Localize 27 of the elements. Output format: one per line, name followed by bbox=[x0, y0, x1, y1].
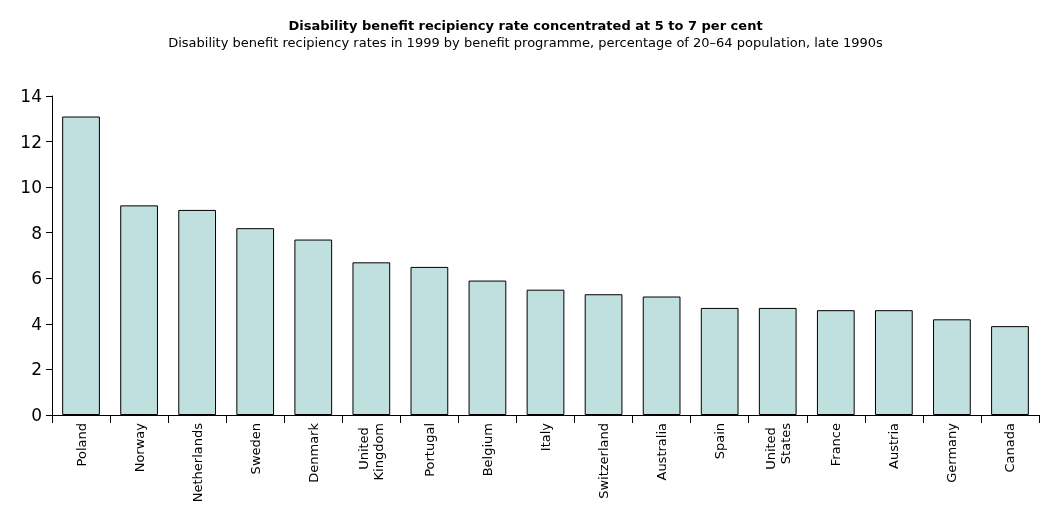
x-tick-label: Sweden bbox=[247, 423, 263, 475]
x-tick-label: Australia bbox=[654, 423, 670, 481]
chart-subtitle: Disability benefit recipiency rates in 1999 by benefit programme, percentage of 20–64 population, late 1990s bbox=[168, 35, 884, 50]
y-tick-label: 0 bbox=[31, 405, 42, 425]
y-tick-label: 10 bbox=[20, 177, 42, 198]
x-tick-label: Netherlands bbox=[189, 422, 205, 503]
x-tick-label: France bbox=[828, 423, 844, 467]
chart-title: Disability benefit recipiency rate concentrated at 5 to 7 per cent bbox=[288, 18, 763, 33]
x-tick-label: Italy bbox=[538, 422, 553, 452]
x-tick-label: Norway bbox=[131, 422, 147, 473]
x-tick-label: Austria bbox=[886, 423, 902, 469]
x-tick-label: Denmark bbox=[305, 422, 321, 483]
x-tick-label: Poland bbox=[73, 423, 89, 467]
x-tick-label: United Kingdom bbox=[356, 423, 387, 481]
x-tick-label: United States bbox=[762, 422, 793, 470]
x-tick-label: Germany bbox=[944, 422, 960, 483]
x-tick-label: Belgium bbox=[479, 423, 495, 477]
x-tick-label: Spain bbox=[712, 423, 728, 460]
x-tick-label: Switzerland bbox=[596, 423, 612, 499]
y-tick-label: 2 bbox=[31, 359, 42, 380]
y-tick-label: 8 bbox=[31, 222, 42, 243]
y-tick-label: 4 bbox=[31, 313, 42, 334]
y-tick-label: 6 bbox=[31, 268, 42, 289]
x-tick-label: Portugal bbox=[421, 423, 437, 477]
y-tick-label: 12 bbox=[20, 131, 42, 152]
y-tick-label: 14 bbox=[20, 86, 42, 106]
x-tick-label: Canada bbox=[1002, 423, 1018, 473]
